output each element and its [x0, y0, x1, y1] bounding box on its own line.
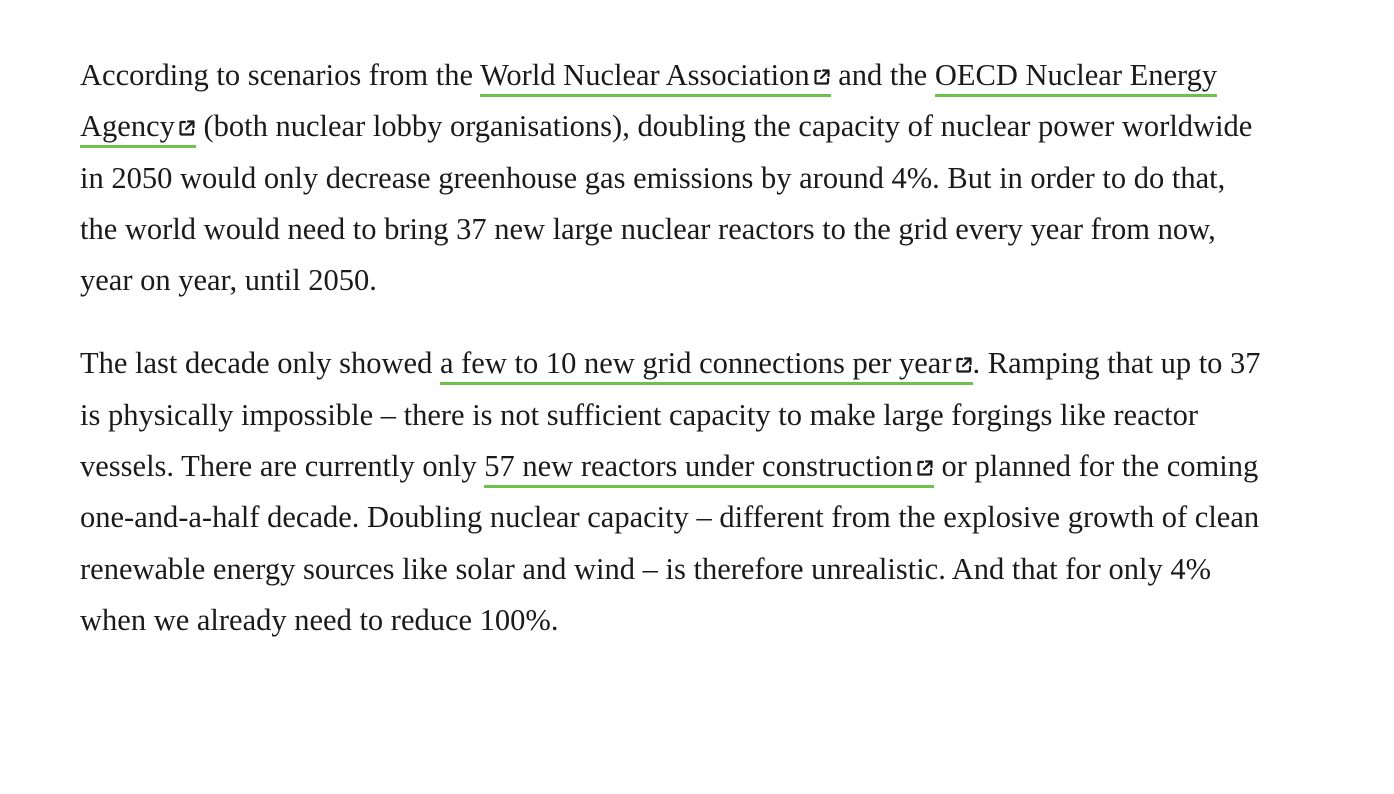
- article-body: According to scenarios from the World Nu…: [80, 50, 1270, 646]
- paragraph-grid-connections: The last decade only showed a few to 10 …: [80, 338, 1270, 646]
- external-link-icon: [813, 68, 831, 86]
- paragraph-nuclear-scenarios: According to scenarios from the World Nu…: [80, 50, 1270, 306]
- link-grid-connections-per-year[interactable]: a few to 10 new grid connections per yea…: [439, 346, 973, 386]
- external-link-icon: [916, 459, 934, 477]
- paragraph-text: . Ramping that up to 37 is physically im…: [80, 346, 1261, 484]
- link-world-nuclear-association[interactable]: World Nuclear Association: [480, 58, 831, 97]
- paragraph-text: According to scenarios from the: [80, 58, 481, 92]
- link-label[interactable]: a few to 10 new grid connections per yea…: [439, 346, 952, 381]
- paragraph-text: or planned for the coming one-and-a-half…: [80, 449, 1260, 637]
- external-link-icon: [178, 119, 196, 137]
- paragraph-text: The last decade only showed: [80, 346, 440, 381]
- link-oecd-nuclear-energy-agency[interactable]: OECD Nuclear Energy Agency: [80, 58, 1218, 149]
- link-label[interactable]: World Nuclear Association: [480, 58, 810, 92]
- paragraph-text: (both nuclear lobby organisations), doub…: [80, 109, 1253, 298]
- external-link-icon: [955, 356, 973, 374]
- link-reactors-under-construction[interactable]: 57 new reactors under construction: [484, 449, 934, 489]
- paragraph-text: and the: [830, 58, 935, 92]
- link-label[interactable]: 57 new reactors under construction: [484, 449, 913, 484]
- link-label[interactable]: OECD Nuclear Energy Agency: [80, 58, 1218, 144]
